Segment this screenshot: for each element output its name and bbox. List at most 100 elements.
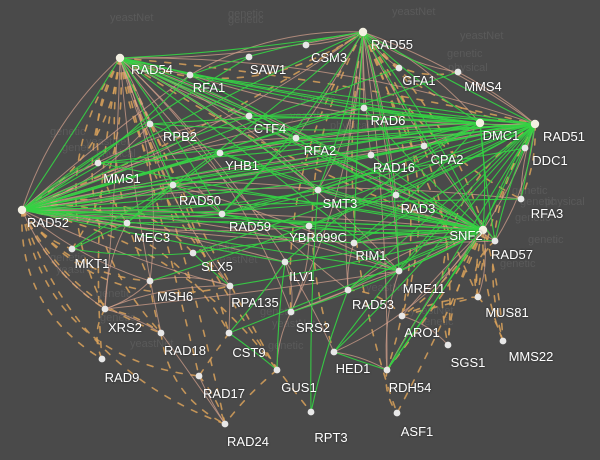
node-rad51[interactable] — [530, 119, 540, 129]
node-label-rad55: RAD55 — [371, 37, 413, 52]
edge-yeastNet — [192, 229, 484, 254]
node-asf1[interactable] — [393, 409, 401, 417]
node-mms4[interactable] — [454, 68, 462, 76]
node-mec3[interactable] — [123, 219, 131, 227]
node-srs2[interactable] — [287, 308, 295, 316]
node-xrs2[interactable] — [101, 305, 109, 313]
node-label-rad53: RAD53 — [352, 297, 394, 312]
edge-genetic — [474, 240, 496, 298]
edge-yeastNet — [21, 154, 372, 211]
node-aro1[interactable] — [398, 312, 406, 320]
node-rad55[interactable] — [358, 27, 368, 37]
node-label-ybr099c: YBR099C — [289, 230, 347, 245]
node-slx5[interactable] — [189, 249, 197, 257]
node-rad59[interactable] — [218, 210, 226, 218]
node-mre11[interactable] — [395, 267, 403, 275]
node-rpa135[interactable] — [226, 282, 234, 290]
node-label-rad16: RAD16 — [373, 160, 415, 175]
node-rim1[interactable] — [350, 239, 358, 247]
edge-yeastNet — [21, 67, 400, 211]
edge-yeastNet — [363, 107, 484, 231]
node-mus81[interactable] — [474, 293, 482, 301]
edge-yeastNet — [189, 31, 364, 76]
edge-yeastNet — [189, 74, 536, 125]
edge-yeastNet — [370, 123, 536, 156]
node-mkt1[interactable] — [68, 245, 76, 253]
edge-yeastNet — [21, 123, 151, 211]
node-label-rpb2: RPB2 — [163, 129, 197, 144]
edge-physical — [189, 31, 364, 76]
node-rad52[interactable] — [17, 205, 27, 215]
node-rad3[interactable] — [392, 191, 400, 199]
node-smt3[interactable] — [314, 186, 322, 194]
node-ilv1[interactable] — [281, 258, 289, 266]
node-rfa1[interactable] — [186, 71, 194, 79]
node-rad17[interactable] — [195, 372, 203, 380]
node-rpt3[interactable] — [307, 408, 315, 416]
node-label-rad17: RAD17 — [203, 386, 245, 401]
edge-yeastNet — [119, 57, 223, 215]
node-rfa2[interactable] — [292, 134, 300, 142]
node-rad16[interactable] — [367, 151, 375, 159]
node-saw1[interactable] — [245, 53, 253, 61]
node-label-gus1: GUS1 — [281, 380, 317, 395]
edge-physical — [362, 31, 481, 124]
edge-physical — [284, 261, 293, 313]
node-mms1[interactable] — [94, 159, 102, 167]
edge-genetic — [119, 57, 200, 377]
node-rad24[interactable] — [221, 420, 229, 428]
edge-physical — [119, 57, 151, 125]
edge-yeastNet — [172, 184, 223, 215]
edge-yeastNet — [221, 189, 319, 215]
node-ybr099c[interactable] — [305, 222, 313, 230]
edge-genetic — [21, 209, 103, 360]
edge-genetic — [385, 369, 398, 414]
node-ctf4[interactable] — [245, 112, 253, 120]
node-label-xrs2: XRS2 — [108, 320, 142, 335]
node-label-snf2: SNF2 — [449, 228, 483, 243]
edge-genetic — [21, 209, 278, 371]
edge-yeastNet — [21, 56, 250, 211]
node-rad57[interactable] — [491, 237, 499, 245]
node-label-cst9: CST9 — [232, 345, 266, 360]
node-snf2[interactable] — [478, 225, 488, 235]
edge-yeastNet — [21, 115, 250, 211]
edge-yeastNet — [126, 221, 484, 231]
node-rpb2[interactable] — [146, 120, 154, 128]
edge-yeastNet — [362, 31, 536, 125]
node-sgs1[interactable] — [444, 341, 452, 349]
node-label-csm3: CSM3 — [310, 50, 348, 65]
node-rad54[interactable] — [115, 53, 125, 63]
edge-yeastNet — [71, 248, 194, 256]
node-csm3[interactable] — [302, 41, 310, 49]
edge-physical — [104, 308, 162, 334]
node-rad6[interactable] — [360, 104, 368, 112]
edge-physical — [21, 209, 310, 232]
edge-yeastNet — [353, 31, 364, 244]
node-msh6[interactable] — [146, 277, 154, 285]
node-yhb1[interactable] — [216, 149, 224, 157]
node-rad18[interactable] — [157, 329, 165, 337]
edge-physical — [290, 31, 364, 313]
edge-genetic — [401, 229, 484, 317]
node-gfa1[interactable] — [395, 64, 403, 72]
node-cst9[interactable] — [225, 329, 233, 337]
node-dmc1[interactable] — [475, 118, 485, 128]
node-hed1[interactable] — [330, 348, 338, 356]
node-label-rfa2: RFA2 — [303, 143, 337, 158]
node-rad53[interactable] — [344, 286, 352, 294]
node-rad9[interactable] — [98, 355, 106, 363]
edge-yeastNet — [284, 229, 484, 263]
node-rad50[interactable] — [169, 181, 177, 189]
node-label-mec3: MEC3 — [133, 230, 171, 245]
node-cpa2[interactable] — [420, 142, 428, 150]
node-label-rdh54: RDH54 — [388, 380, 432, 395]
node-label-rad59: RAD59 — [229, 219, 271, 234]
node-ddc1[interactable] — [521, 144, 529, 152]
node-rdh54[interactable] — [383, 366, 391, 374]
node-gus1[interactable] — [273, 366, 281, 374]
node-mms22[interactable] — [499, 337, 507, 345]
node-rfa3[interactable] — [517, 195, 525, 203]
